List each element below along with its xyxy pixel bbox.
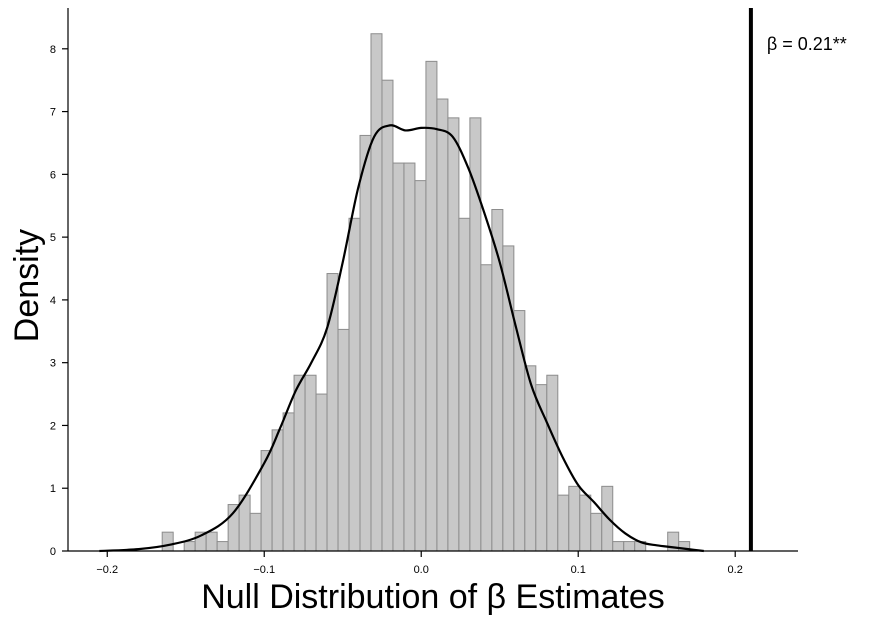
histogram-bar (546, 374, 559, 552)
axes (67, 8, 798, 552)
y-axis-ticks: 0 1 2 3 4 5 6 7 8 (50, 44, 68, 558)
x-tick-label: 0.2 (728, 564, 743, 576)
histogram-bar (458, 217, 471, 552)
histogram-bar (447, 117, 460, 552)
histogram-bars (161, 33, 691, 552)
histogram-bar (513, 310, 526, 552)
histogram-bar (491, 209, 504, 552)
y-tick-label: 6 (50, 169, 56, 181)
histogram-bar (579, 494, 592, 552)
histogram-bar (183, 541, 196, 552)
x-tick-label: 0.1 (571, 564, 586, 576)
histogram-bar (480, 264, 493, 552)
y-tick-label: 8 (50, 44, 56, 56)
y-tick-label: 2 (50, 420, 56, 432)
histogram-bar (381, 79, 394, 552)
histogram-bar (315, 393, 328, 552)
histogram-bar (425, 60, 438, 552)
reference-line-label: β = 0.21** (767, 34, 847, 54)
histogram-bar (403, 162, 416, 552)
histogram-bar (557, 494, 570, 552)
histogram-bar (612, 541, 625, 552)
histogram-bar (392, 162, 405, 552)
histogram-bar (282, 412, 295, 552)
y-tick-label: 1 (50, 483, 56, 495)
histogram-bar (568, 485, 581, 552)
density-curve (99, 124, 704, 553)
histogram-bar (216, 541, 229, 552)
y-tick-label: 3 (50, 358, 56, 370)
histogram-bar (370, 33, 383, 552)
y-tick-label: 7 (50, 107, 56, 119)
x-axis-ticks: −0.2 −0.1 0.0 0.1 0.2 (96, 551, 743, 576)
x-tick-label: 0.0 (414, 564, 429, 576)
histogram-bar (359, 134, 372, 552)
histogram-bar (271, 429, 284, 552)
histogram-bar (326, 273, 339, 552)
x-tick-label: −0.2 (96, 564, 118, 576)
histogram-bar (205, 531, 218, 552)
y-tick-label: 4 (50, 295, 56, 307)
y-tick-label: 5 (50, 232, 56, 244)
histogram-bar (337, 328, 350, 552)
y-axis-title: Density (8, 229, 46, 342)
x-axis-title: Null Distribution of β Estimates (201, 578, 665, 616)
histogram-bar (623, 541, 636, 552)
histogram-bar (293, 374, 306, 552)
histogram-bar (348, 217, 361, 552)
histogram-bar (414, 180, 427, 552)
histogram-bar (304, 374, 317, 552)
histogram-bar (436, 98, 449, 552)
histogram-bar (590, 512, 603, 552)
y-tick-label: 0 (50, 546, 56, 558)
histogram-bar (469, 117, 482, 552)
x-tick-label: −0.1 (253, 564, 275, 576)
histogram-bar (249, 512, 262, 552)
histogram-bar (161, 531, 174, 552)
